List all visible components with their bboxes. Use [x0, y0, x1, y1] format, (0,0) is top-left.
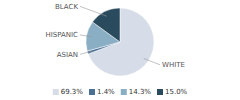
pie-slice [92, 8, 120, 42]
legend: 69.3% 1.4% 14.3% 15.0% [53, 88, 188, 96]
legend-label: 14.3% [129, 88, 152, 96]
legend-swatch [89, 89, 95, 95]
category-label: BLACK [55, 3, 78, 11]
legend-swatch [157, 89, 163, 95]
leader-line [80, 51, 93, 54]
leader-line [80, 35, 92, 37]
legend-swatch [53, 89, 59, 95]
chart: WHITE ASIAN HISPANIC BLACK 69.3% 1.4% 14.3% 15.… [0, 0, 240, 100]
annotations: WHITE ASIAN HISPANIC BLACK [45, 3, 184, 69]
pie [86, 8, 154, 76]
legend-item: 15.0% [157, 88, 188, 96]
leader-line [80, 6, 107, 16]
legend-label: 15.0% [165, 88, 188, 96]
legend-label: 69.3% [61, 88, 84, 96]
category-label: WHITE [162, 61, 185, 69]
legend-label: 1.4% [97, 88, 115, 96]
category-label: HISPANIC [45, 31, 78, 39]
legend-swatch [121, 89, 127, 95]
legend-item: 69.3% [53, 88, 84, 96]
legend-item: 14.3% [121, 88, 152, 96]
category-label: ASIAN [57, 51, 78, 59]
leader-line [144, 58, 160, 64]
legend-item: 1.4% [89, 88, 115, 96]
